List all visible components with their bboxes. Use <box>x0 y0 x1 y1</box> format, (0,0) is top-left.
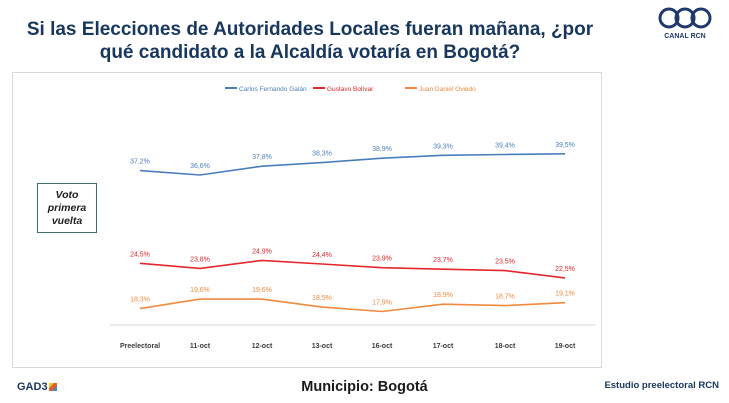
gad3-logo: GAD3 <box>17 381 57 393</box>
series-line <box>139 298 566 313</box>
data-label: 24,5% <box>130 251 150 258</box>
data-label: 19,1% <box>555 291 575 298</box>
series-line <box>139 259 566 279</box>
legend-label: Juan Daniel Oviedo <box>419 86 476 93</box>
data-label: 39,3% <box>433 143 453 150</box>
x-axis: Preelectoral 11-oct 12-oct 13-oct 16-oct 17-o… <box>110 324 596 350</box>
municipio-label: Municipio: Bogotá <box>301 379 428 395</box>
rcn-logo-icon <box>658 7 712 29</box>
data-label: 39,5% <box>555 142 575 149</box>
data-label: 18,7% <box>495 294 515 301</box>
legend-item: Carlos Fernando Galán <box>225 86 307 93</box>
data-label: 19,6% <box>252 287 272 294</box>
legend: Carlos Fernando Galán Gustavo Bolívar Juan… <box>225 86 476 93</box>
data-label: 22,5% <box>555 266 575 273</box>
data-label: 38,9% <box>372 146 392 153</box>
data-label: 23,8% <box>190 256 210 263</box>
data-label: 24,9% <box>252 248 272 255</box>
data-label: 24,4% <box>312 252 332 259</box>
title-line-2: qué candidato a la Alcaldía votaría en B… <box>99 42 521 63</box>
series-3: 18,3% 19,6% 19,6% 18,5% 17,9% 18,9% 18,7% 19,1% <box>130 287 575 313</box>
x-tick-label: Preelectoral <box>120 343 160 350</box>
gad3-text: GAD3 <box>17 381 48 393</box>
series-layer: 37,2% 36,6% 37,8% 38,3% 38,9% 39,3% 39,4% 39,5%… <box>130 142 575 313</box>
cube-icon <box>48 383 57 391</box>
data-label: 23,9% <box>372 256 392 263</box>
chart-title: Si las Elecciones de Autoridades Locales… <box>0 18 620 64</box>
x-tick-label: 11-oct <box>190 343 211 350</box>
data-label: 38,3% <box>312 151 332 158</box>
x-tick-label: 17-oct <box>433 343 454 350</box>
data-label: 18,5% <box>312 295 332 302</box>
legend-label: Gustavo Bolívar <box>327 86 374 93</box>
title-line-1: Si las Elecciones de Autoridades Locales… <box>26 19 594 40</box>
data-label: 36,6% <box>190 163 210 170</box>
series-1: 37,2% 36,6% 37,8% 38,3% 38,9% 39,3% 39,4% 39,5% <box>130 142 575 176</box>
data-label: 18,3% <box>130 297 150 304</box>
data-label: 19,6% <box>190 287 210 294</box>
brand-name: CANAL RCN <box>664 33 706 40</box>
data-label: 23,5% <box>495 259 515 266</box>
series-2: 24,5% 23,8% 24,9% 24,4% 23,9% 23,7% 23,5% 22,5% <box>130 248 575 279</box>
vote-label-box: Voto primera vuelta <box>37 183 97 233</box>
x-tick-label: 16-oct <box>372 343 393 350</box>
x-tick-label: 19-oct <box>555 343 576 350</box>
vote-label: Voto primera vuelta <box>47 188 87 227</box>
legend-label: Carlos Fernando Galán <box>239 86 307 93</box>
data-label: 37,2% <box>130 159 150 166</box>
chart-frame <box>12 72 602 368</box>
legend-item: Gustavo Bolívar <box>313 86 374 93</box>
data-label: 18,9% <box>433 292 453 299</box>
x-tick-label: 13-oct <box>312 343 333 350</box>
study-label: Estudio preelectoral RCN <box>604 380 719 391</box>
data-label: 37,8% <box>252 154 272 161</box>
x-tick-label: 18-oct <box>495 343 516 350</box>
x-tick-label: 12-oct <box>252 343 273 350</box>
data-label: 17,9% <box>372 300 392 307</box>
legend-item: Juan Daniel Oviedo <box>405 86 476 93</box>
data-label: 23,7% <box>433 257 453 264</box>
data-label: 39,4% <box>495 143 515 150</box>
series-line <box>139 153 566 176</box>
